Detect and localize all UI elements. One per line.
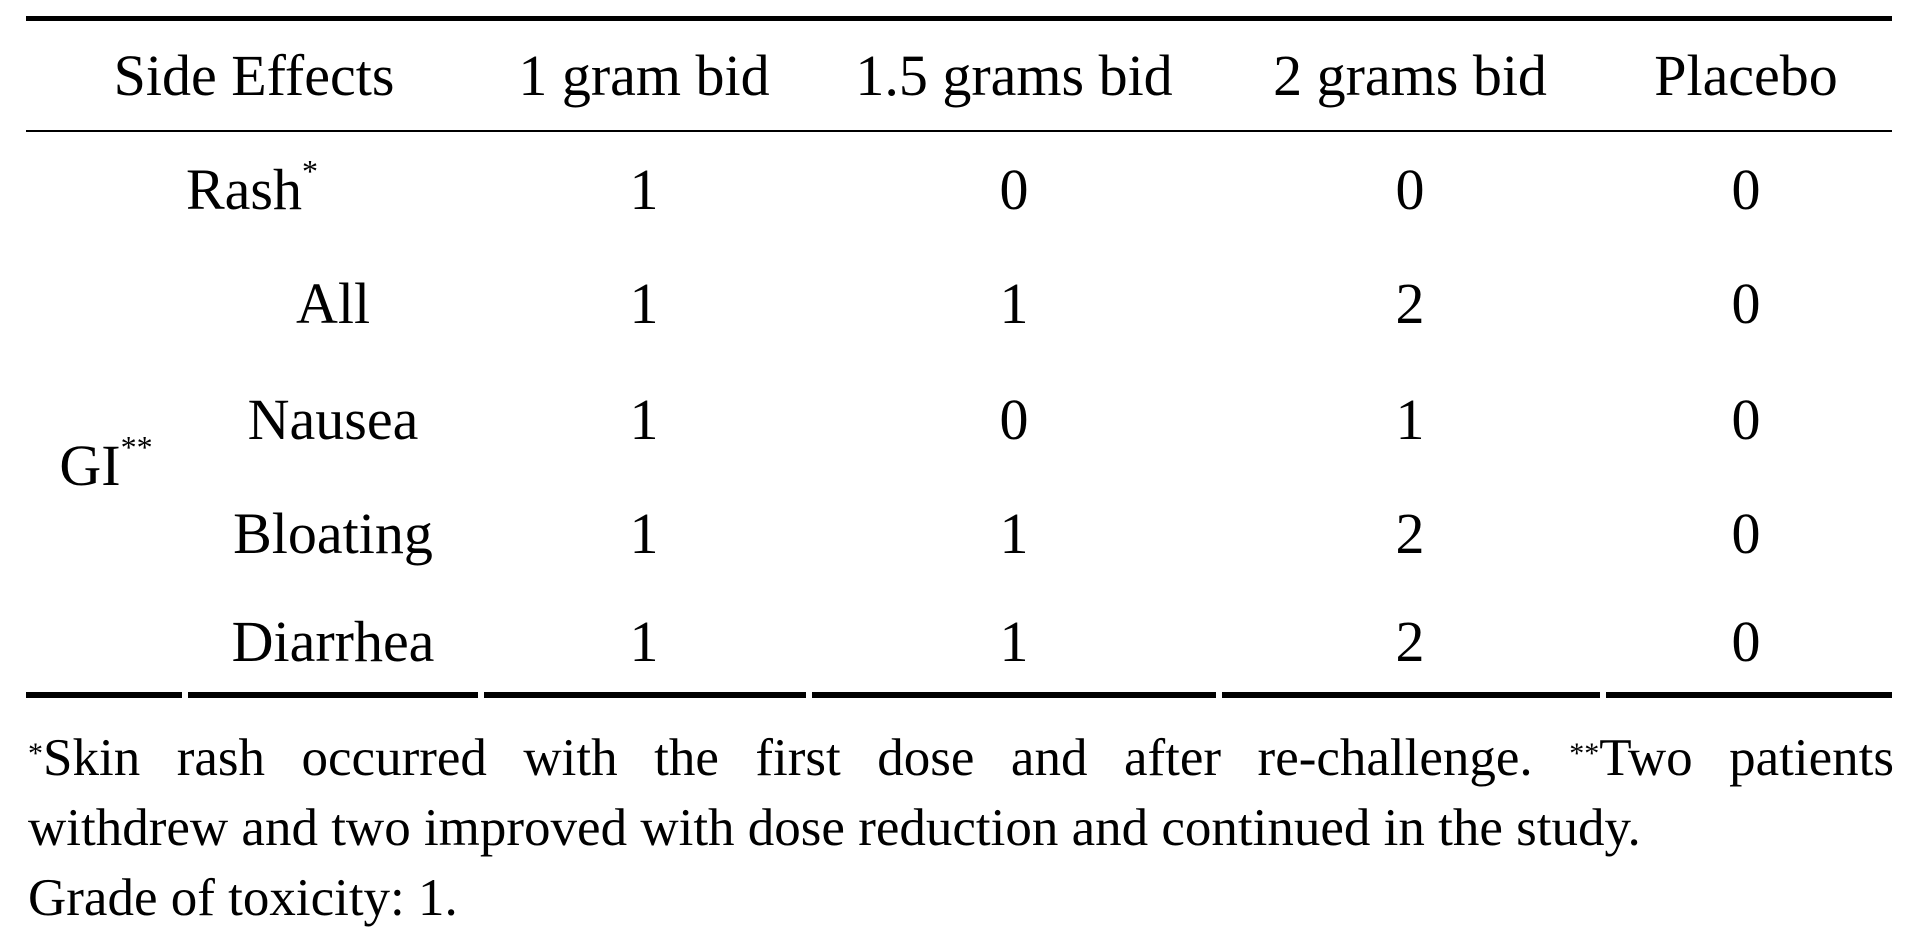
- table-cell: 1: [1395, 387, 1425, 452]
- footnote-marker: **: [120, 429, 153, 465]
- row-label-all: All: [295, 271, 371, 336]
- table-bottom-rule-segment: [812, 692, 1216, 698]
- row-label-bloating: Bloating: [233, 501, 433, 566]
- table-cell: 0: [1731, 157, 1761, 222]
- row-label-diarrhea: Diarrhea: [231, 609, 435, 674]
- column-header-placebo: Placebo: [1654, 43, 1838, 108]
- row-group-label-gi: GI**: [59, 431, 152, 495]
- table-cell: 0: [1731, 501, 1761, 566]
- table-cell: 1: [629, 271, 659, 336]
- table-cell: 2: [1395, 271, 1425, 336]
- footnote-marker: **: [1569, 737, 1600, 770]
- table-top-rule: [26, 16, 1892, 21]
- table-bottom-rule-segment: [26, 692, 182, 698]
- footnote-text: Two patients: [1599, 729, 1894, 787]
- table-cell: 1: [629, 387, 659, 452]
- row-label-text: Rash: [186, 157, 302, 222]
- table-cell: 1: [999, 609, 1029, 674]
- table-cell: 1: [629, 609, 659, 674]
- table-bottom-rule-segment: [484, 692, 806, 698]
- table-cell: 1: [999, 501, 1029, 566]
- column-header-2-grams-bid: 2 grams bid: [1273, 43, 1547, 108]
- table-header-rule: [26, 130, 1892, 132]
- footnote-marker: *: [302, 153, 318, 189]
- table-cell: 0: [1731, 387, 1761, 452]
- column-header-1-gram-bid: 1 gram bid: [518, 43, 770, 108]
- group-label-text: GI: [59, 433, 121, 498]
- row-label-rash: Rash*: [186, 155, 318, 219]
- footnote-line-3: Grade of toxicity: 1.: [28, 869, 458, 927]
- column-header-side-effects: Side Effects: [113, 43, 395, 108]
- table-cell: 0: [1731, 609, 1761, 674]
- table-footnote: *Skin rash occurred with the first dose …: [28, 723, 1894, 933]
- table-cell: 0: [1395, 157, 1425, 222]
- table-cell: 0: [999, 387, 1029, 452]
- table-bottom-rule-segment: [188, 692, 478, 698]
- footnote-segment: *Skin rash occurred with the first dose …: [28, 729, 1533, 787]
- footnote-line-2: withdrew and two improved with dose redu…: [28, 799, 1641, 857]
- table-cell: 2: [1395, 609, 1425, 674]
- footnote-segment: **Two patients: [1569, 729, 1894, 787]
- table-cell: 1: [629, 157, 659, 222]
- footnote-line-1: *Skin rash occurred with the first dose …: [28, 723, 1894, 793]
- table-cell: 0: [1731, 271, 1761, 336]
- footnote-marker: *: [28, 737, 43, 770]
- footnote-text: Skin rash occurred with the first dose a…: [43, 729, 1533, 787]
- table-bottom-rule-segment: [1606, 692, 1892, 698]
- table-bottom-rule-segment: [1222, 692, 1600, 698]
- row-label-nausea: Nausea: [247, 387, 419, 452]
- table-cell: 2: [1395, 501, 1425, 566]
- table-cell: 1: [999, 271, 1029, 336]
- table-cell: 0: [999, 157, 1029, 222]
- table-cell: 1: [629, 501, 659, 566]
- column-header-1-5-grams-bid: 1.5 grams bid: [855, 43, 1173, 108]
